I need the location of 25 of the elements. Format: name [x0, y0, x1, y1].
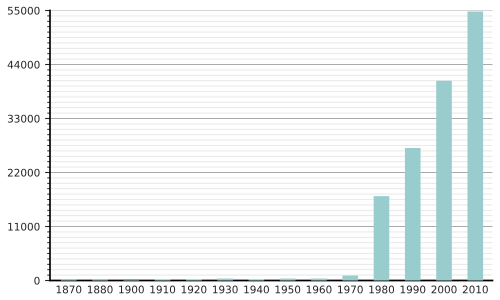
x-tick-label: 1970 [338, 286, 363, 294]
x-tick-label: 1870 [56, 286, 82, 294]
x-tick-label: 1880 [88, 286, 113, 294]
x-tick-label: 1940 [244, 286, 269, 294]
x-tick-label: 1950 [276, 286, 300, 294]
x-tick-label: 1960 [306, 286, 332, 294]
bar [436, 80, 452, 280]
bar [467, 11, 484, 280]
x-tick-label: 2000 [432, 286, 457, 294]
y-tick-label: 22000 [8, 168, 40, 177]
y-tick-label: 33000 [8, 114, 40, 123]
x-tick-label: 1910 [150, 286, 176, 294]
y-tick-label: 44000 [8, 60, 40, 69]
y-tick-label: 55000 [8, 6, 40, 15]
x-tick-label: 1980 [369, 286, 394, 294]
x-tick-label: 1990 [400, 286, 426, 294]
x-tick-label: 1930 [213, 286, 238, 294]
bar [374, 196, 390, 280]
y-tick-label: 0 [34, 276, 40, 285]
y-tick-label: 11000 [8, 222, 40, 231]
x-tick-label: 2010 [462, 286, 488, 294]
bar [404, 148, 421, 280]
x-tick-label: 1900 [119, 286, 144, 294]
bar [342, 276, 358, 280]
x-tick-label: 1920 [182, 286, 206, 294]
